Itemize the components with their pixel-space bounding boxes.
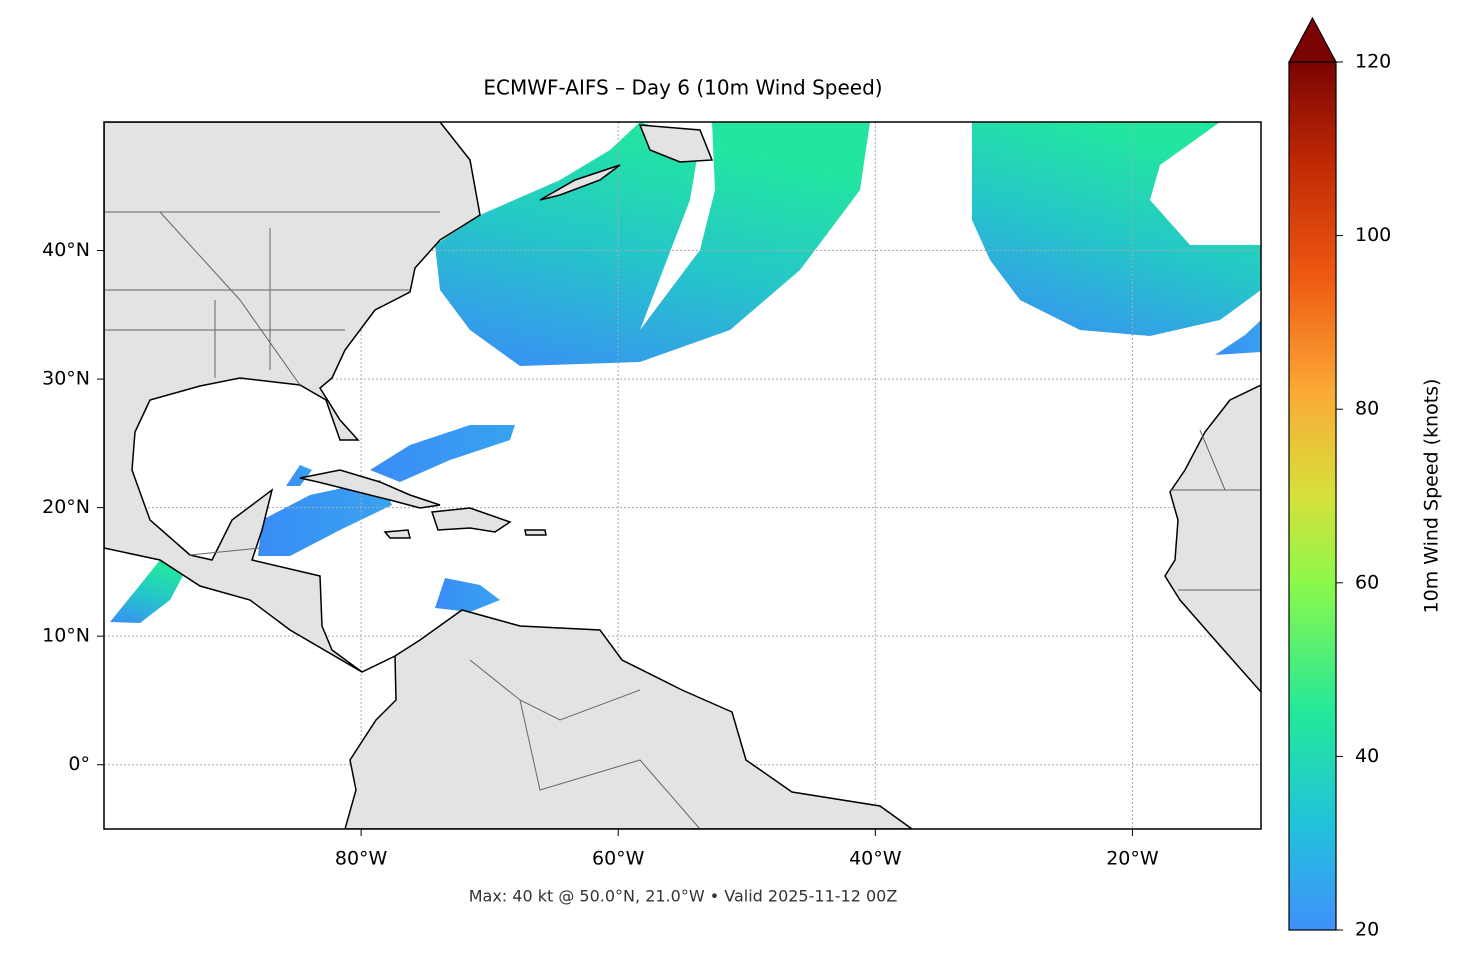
colorbar-tick-label: 80 [1355,398,1379,420]
map-area [104,122,1261,829]
colorbar-tick-label: 40 [1355,745,1379,767]
colorbar-tick-label: 120 [1355,51,1391,73]
map-title: ECMWF-AIFS – Day 6 (10m Wind Speed) [483,76,882,100]
max-marker [1118,122,1126,127]
colorbar-label: 10m Wind Speed (knots) [1421,379,1443,614]
colorbar-tick-label: 20 [1355,919,1379,941]
y-tick-label: 30°N [42,368,90,390]
y-tick-label: 0° [68,753,90,775]
x-tick-label: 60°W [592,848,645,870]
y-tick-label: 20°N [42,496,90,518]
x-tick-label: 40°W [849,848,902,870]
colorbar-extend [1287,16,1338,63]
x-tick-label: 80°W [335,848,388,870]
land [104,122,1261,829]
colorbar-tick-label: 60 [1355,571,1379,593]
y-tick-label: 40°N [42,239,90,261]
colorbar: 10m Wind Speed (knots) [1287,16,1443,931]
footer: Max: 40 kt @ 50.0°N, 21.0°W • Valid 2025… [469,887,898,906]
wind-field [110,122,1261,623]
colorbar-tick-label: 100 [1355,224,1391,246]
map-frame [103,121,1262,830]
y-tick-label: 10°N [42,625,90,647]
colorbar-ramp [1288,61,1337,931]
x-tick-label: 20°W [1106,848,1159,870]
